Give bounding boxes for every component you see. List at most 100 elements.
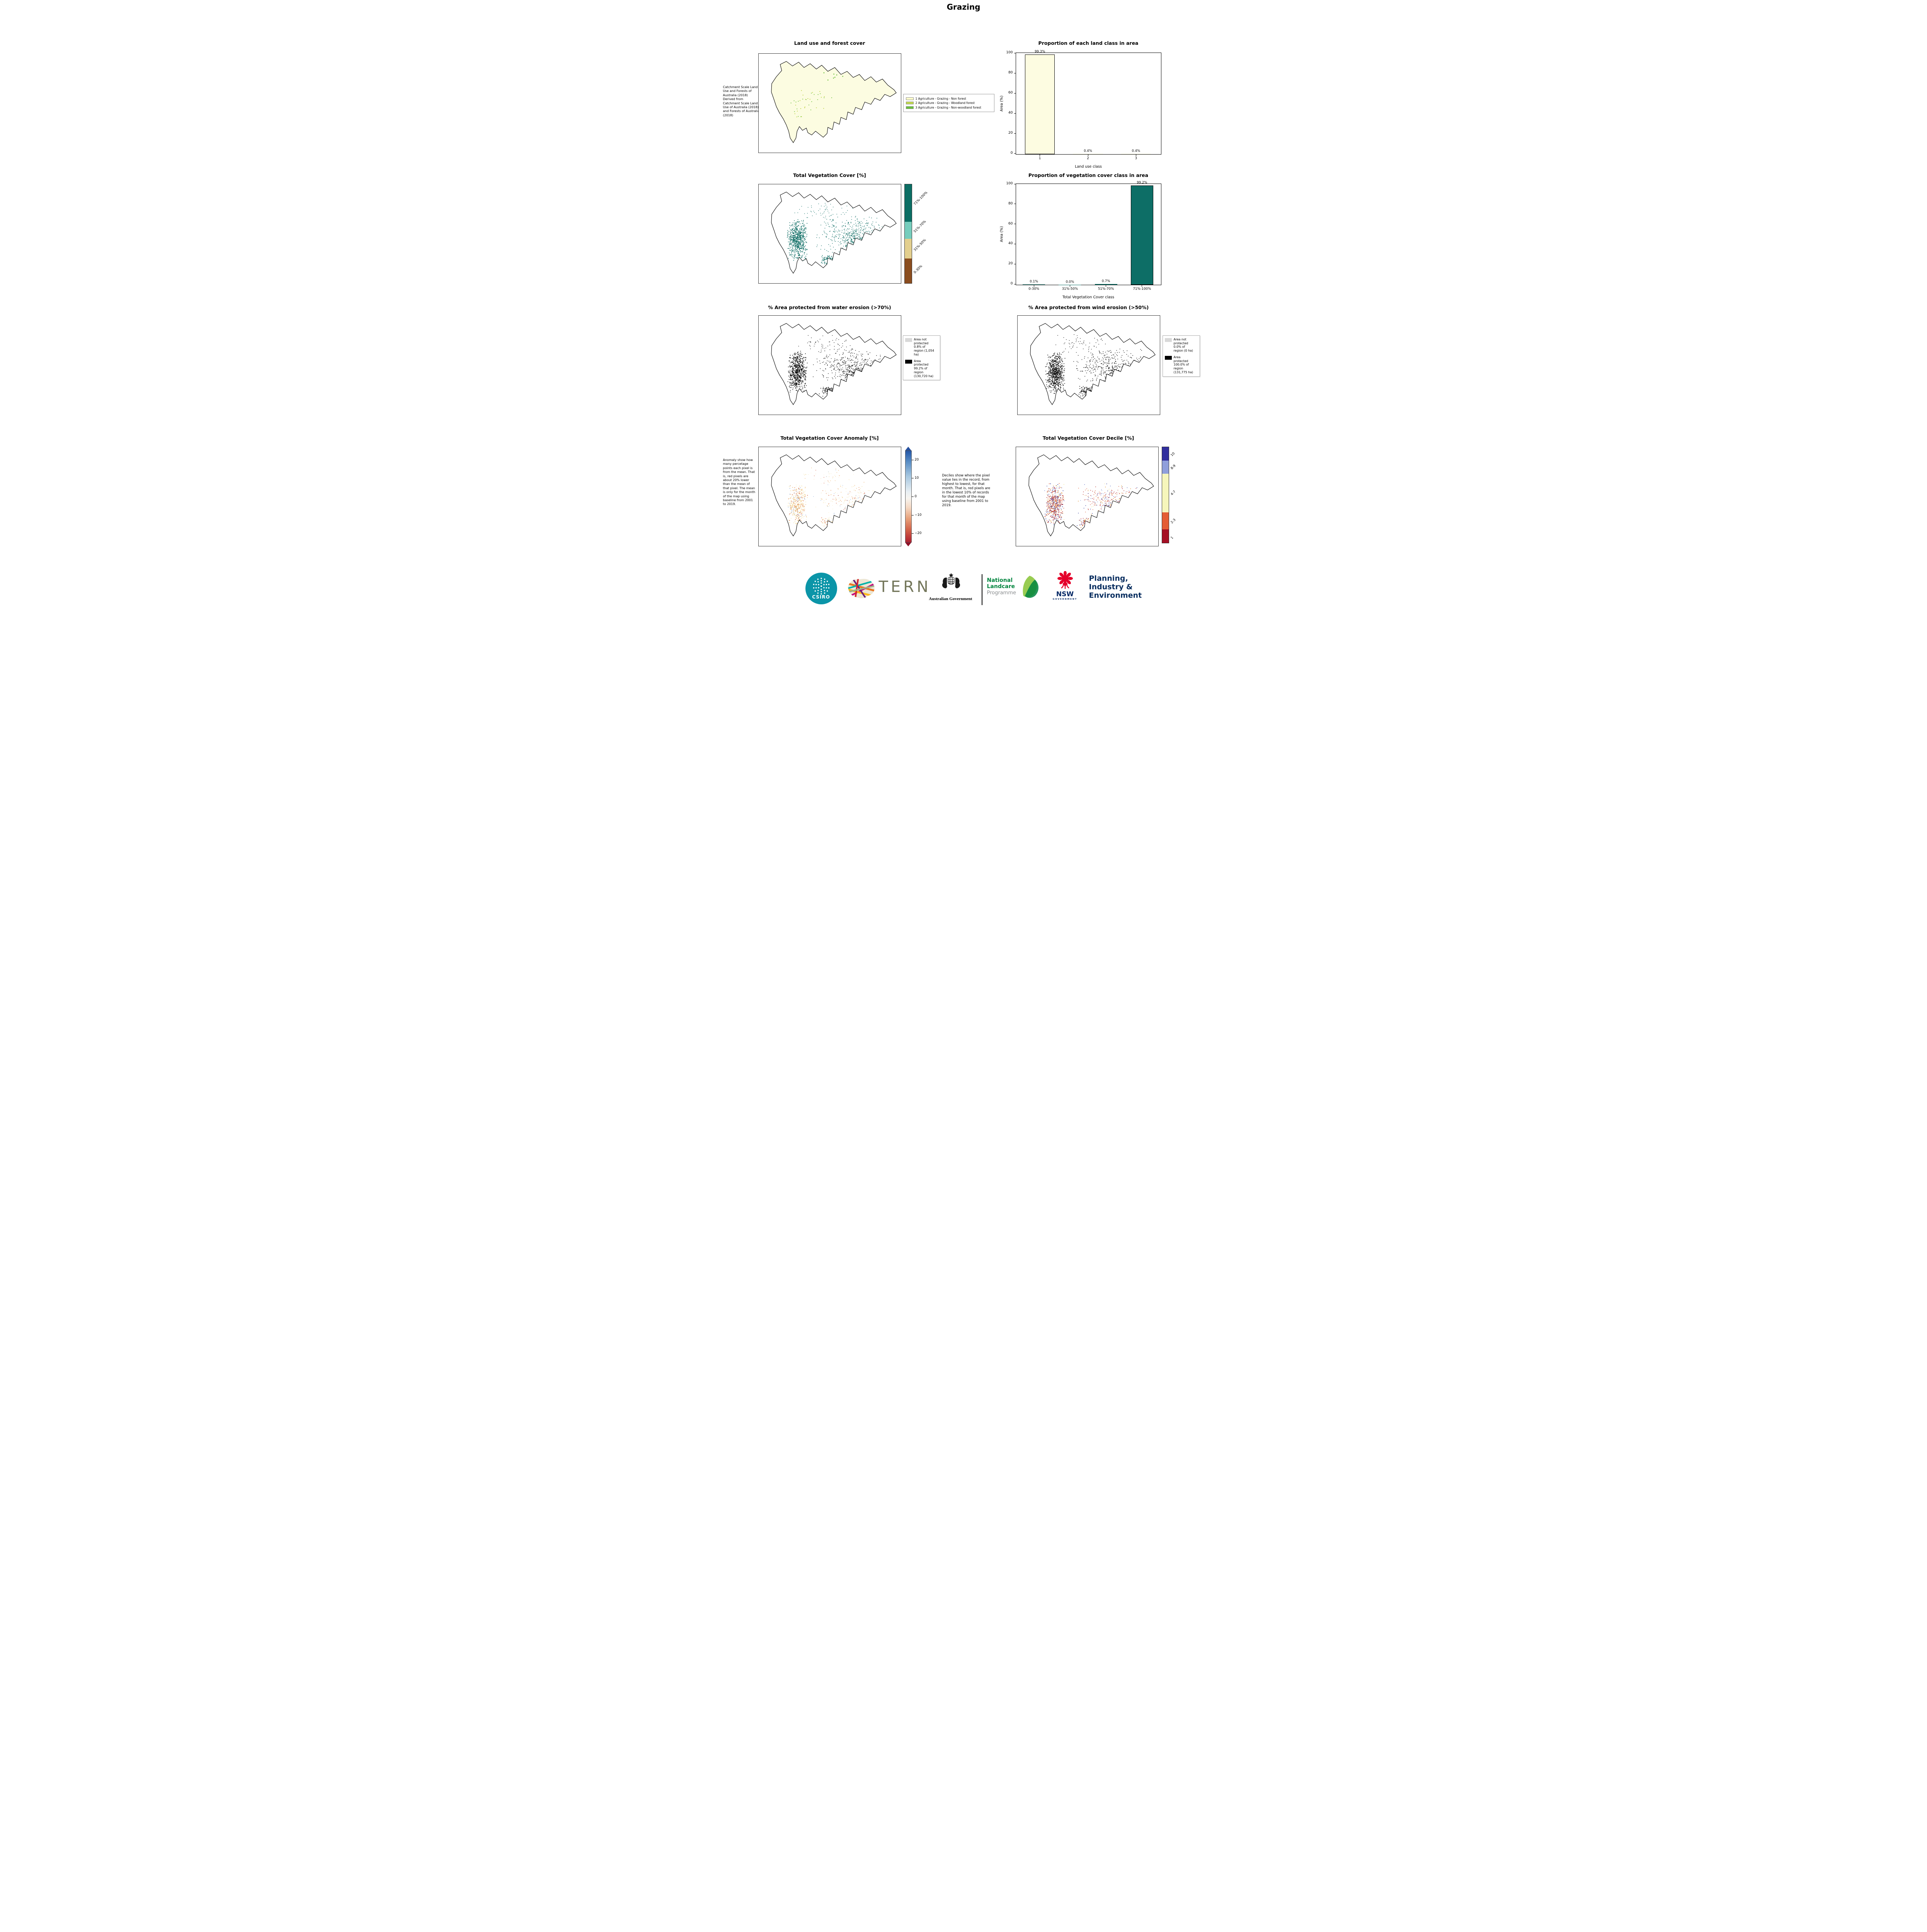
x-tick-label: 1 <box>1038 156 1041 160</box>
veg-class-chart-ylabel: Area (%) <box>999 226 1004 242</box>
colorbar-label: 4-7 <box>1169 490 1176 497</box>
legend-label: Area protected 100.0% of region (131,775… <box>1173 355 1193 374</box>
legend-item: Area protected 99.2% of region (130,720 … <box>905 359 938 378</box>
x-tick-label: 0-30% <box>1028 287 1039 291</box>
y-tick-label: 100 <box>1006 51 1013 54</box>
y-tick-label: 60 <box>1008 221 1013 226</box>
legend-label: Area not protected 0.0% of region (0 ha) <box>1173 338 1193 353</box>
legend-item: 3 Agriculture - Grazing - Non-woodland f… <box>906 106 992 109</box>
planning-line-1: Planning, <box>1089 574 1128 583</box>
legend-swatch-protected <box>905 359 912 364</box>
legend-label: Area protected 99.2% of region (130,720 … <box>914 359 934 378</box>
bar-value-label: 0.7% <box>1101 279 1110 284</box>
legend-swatch-non-woodland <box>906 106 914 109</box>
bar <box>1023 284 1045 285</box>
land-class-bar-chart: 0 20 40 60 80 100 1 99.3% 2 0.4% 3 0.4% <box>1006 50 1161 160</box>
colorbar-label: 8-9 <box>1169 464 1176 471</box>
anomaly-colorbar-bottom-arrow <box>905 543 911 546</box>
colorbar-segment <box>904 238 912 259</box>
colorbar-tick-label: 20 <box>914 458 919 462</box>
bar <box>1130 185 1153 285</box>
legend-item: Area protected 100.0% of region (131,775… <box>1164 355 1198 374</box>
australian-government-text: Australian Government <box>929 597 972 601</box>
bar-value-label: 0.4% <box>1132 149 1141 153</box>
planning-line-2: Industry & <box>1089 583 1133 591</box>
legend-swatch-not-protected <box>1164 338 1172 342</box>
y-tick-label: 100 <box>1006 182 1013 185</box>
colorbar-segment <box>1162 512 1169 530</box>
veg-cover-colorbar <box>904 184 912 284</box>
colorbar-label: 71%-100% <box>912 190 928 206</box>
veg-class-chart-xlabel: Total Vegetation Cover class <box>1062 295 1114 299</box>
colorbar-tick-label: −20 <box>914 531 922 535</box>
anomaly-colorbar-top-arrow <box>905 447 911 451</box>
veg-class-chart-title: Proportion of vegetation cover class in … <box>1028 172 1149 178</box>
csiro-logo-text: CSIRO <box>812 594 830 600</box>
colorbar-segment <box>1162 474 1169 512</box>
csiro-logo: CSIRO <box>805 573 837 604</box>
nsw-waratah-icon <box>1057 571 1073 589</box>
nsw-logo-text: NSW <box>1056 590 1074 598</box>
legend-label: 2 Agriculture - Grazing - Woodland fores… <box>915 101 975 105</box>
colorbar-segment <box>904 258 912 283</box>
x-tick-label: 2 <box>1087 156 1089 160</box>
planning-industry-environment-logo: Planning, Industry & Environment <box>1089 574 1142 600</box>
anomaly-colorbar <box>905 451 912 543</box>
legend-swatch-non-forest <box>906 97 914 100</box>
y-tick-label: 0 <box>1010 282 1013 286</box>
tern-logo-text: TERN <box>878 578 931 596</box>
bar-value-label: 0.4% <box>1084 149 1092 153</box>
legend-label: 3 Agriculture - Grazing - Non-woodland f… <box>915 105 981 109</box>
landcare-line-1: National <box>987 577 1013 583</box>
legend-label: Area not protected 0.8% of region (1,054… <box>914 338 935 356</box>
land-class-chart-title: Proportion of each land class in area <box>1038 40 1139 46</box>
veg-cover-title: Total Vegetation Cover [%] <box>793 172 866 178</box>
landcare-logo-text: National Landcare Programme <box>987 577 1016 596</box>
y-tick-label: 20 <box>1008 131 1013 135</box>
bar-value-label: 99.2% <box>1137 181 1147 185</box>
colorbar-segment <box>904 222 912 239</box>
y-tick-label: 40 <box>1008 111 1013 115</box>
australian-government-crest-icon <box>942 573 960 588</box>
planning-line-3: Environment <box>1089 591 1142 600</box>
bar <box>1025 54 1055 154</box>
y-tick <box>1014 113 1016 114</box>
decile-note: Deciles show where the pixel value lies … <box>942 474 991 508</box>
x-tick-label: 31%-50% <box>1062 287 1078 291</box>
tern-logo-mark-icon <box>848 579 875 599</box>
report-page: Grazing Land use and forest cover Catchm… <box>722 0 1205 617</box>
colorbar-tick-label: 10 <box>914 476 919 480</box>
colorbar-label: 0-30% <box>912 264 923 275</box>
x-tick-label: 71%-100% <box>1133 287 1151 291</box>
y-tick-label: 60 <box>1008 91 1013 95</box>
legend-item: 2 Agriculture - Grazing - Woodland fores… <box>906 101 992 105</box>
colorbar-segment <box>1162 529 1169 543</box>
colorbar-segment <box>1162 447 1169 461</box>
bar <box>1095 284 1117 285</box>
landcare-line-2: Landcare <box>987 583 1015 590</box>
legend-swatch-woodland <box>906 102 914 104</box>
y-tick <box>1014 153 1016 154</box>
colorbar-label: 10 <box>1169 451 1176 457</box>
colorbar-segment <box>1162 460 1169 474</box>
land-class-chart-xlabel: Land use class <box>1075 165 1102 169</box>
wind-erosion-map <box>1017 315 1160 415</box>
nsw-government-text: GOVERNMENT <box>1052 598 1078 600</box>
x-tick-label: 51%-70% <box>1098 287 1114 291</box>
colorbar-label: 2-3 <box>1169 518 1176 525</box>
land-use-title: Land use and forest cover <box>794 40 865 46</box>
colorbar-label: 51%-70% <box>912 219 927 234</box>
y-tick <box>1014 93 1016 94</box>
legend-item: Area not protected 0.0% of region (0 ha) <box>1164 338 1198 353</box>
decile-colorbar <box>1161 447 1169 543</box>
y-tick-label: 80 <box>1008 201 1013 206</box>
bar-value-label: 0.0% <box>1066 280 1074 284</box>
veg-class-bar-chart: 0 20 40 60 80 100 0-30% 0.1% 31%-50% 0.0% 51%-70% 0… <box>1006 181 1161 291</box>
land-use-legend: 1 Agriculture - Grazing - Non forest 2 A… <box>903 94 994 112</box>
y-tick-label: 0 <box>1010 151 1013 155</box>
land-use-map <box>758 53 901 153</box>
land-class-chart-ylabel: Area (%) <box>999 95 1004 112</box>
water-erosion-map <box>758 315 901 415</box>
y-tick-label: 80 <box>1008 71 1013 75</box>
anomaly-title: Total Vegetation Cover Anomaly [%] <box>780 435 879 441</box>
